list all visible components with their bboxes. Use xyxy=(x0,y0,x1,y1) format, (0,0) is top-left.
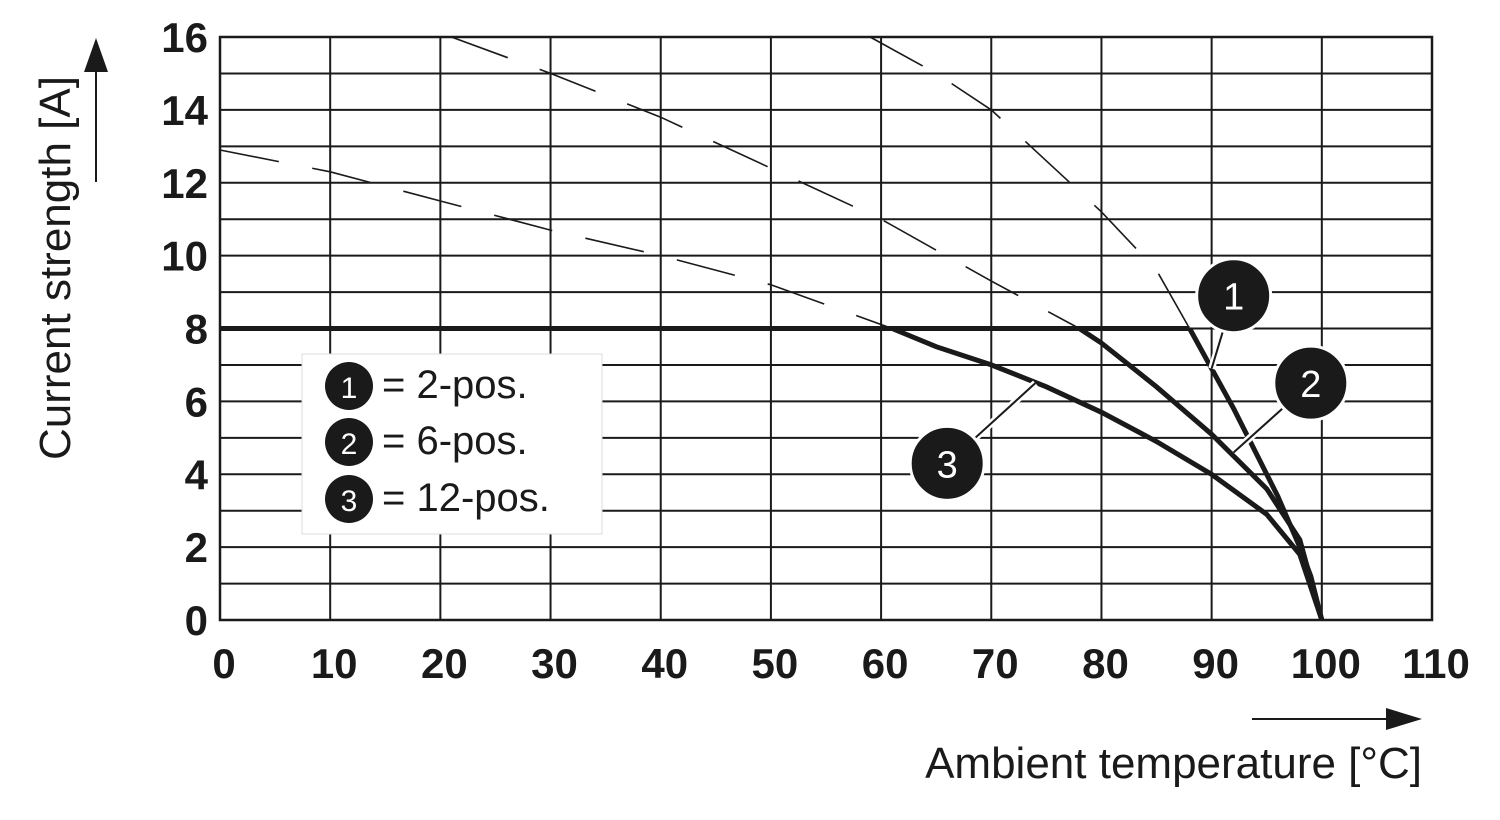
callout-3-circle-icon xyxy=(908,424,986,502)
curve-2-extrapolated xyxy=(451,36,1080,330)
y-tick-label: 6 xyxy=(185,378,208,425)
y-tick-label: 0 xyxy=(185,597,208,644)
y-axis-title-group: Current strength [A] xyxy=(31,38,108,460)
legend-marker-3-number: 3 xyxy=(341,485,358,518)
x-tick-label: 20 xyxy=(421,640,468,687)
y-tick-label: 2 xyxy=(185,524,208,571)
y-tick-label: 4 xyxy=(185,451,209,498)
x-tick-label: 50 xyxy=(752,640,799,687)
curve-3-extrapolated xyxy=(219,149,893,330)
legend-marker-2-icon xyxy=(325,418,373,466)
x-tick-label: 90 xyxy=(1192,640,1239,687)
x-tick-label: 80 xyxy=(1082,640,1129,687)
y-tick-label: 14 xyxy=(161,87,208,134)
callout-1-circle-icon xyxy=(1195,257,1273,335)
legend-marker-1-number: 1 xyxy=(341,372,358,405)
x-axis-title-group: Ambient temperature [°C] xyxy=(925,708,1422,788)
callout-2-number: 2 xyxy=(1300,364,1321,406)
legend-marker-2-number: 2 xyxy=(341,428,358,461)
x-tick-label: 60 xyxy=(862,640,909,687)
y-tick-label: 8 xyxy=(185,306,208,353)
x-axis-label: Ambient temperature [°C] xyxy=(925,739,1422,788)
x-tick-label: 30 xyxy=(531,640,578,687)
curve-2-derating xyxy=(1078,326,1325,621)
chart-curves xyxy=(219,36,1325,621)
x-tick-label: 0 xyxy=(212,640,235,687)
legend-label-1: = 2-pos. xyxy=(382,363,528,407)
y-axis-arrow-head xyxy=(84,38,108,72)
curve-3-derating xyxy=(891,326,1325,621)
curve-callouts: 1 2 3 xyxy=(908,257,1350,502)
y-tick-label: 16 xyxy=(161,14,208,61)
x-axis-arrow-head xyxy=(1386,708,1422,730)
y-axis-label: Current strength [A] xyxy=(31,76,80,460)
callout-1-number: 1 xyxy=(1223,277,1244,319)
legend-label-3: = 12-pos. xyxy=(382,476,550,520)
legend-label-2: = 6-pos. xyxy=(382,419,528,463)
x-tick-label: 40 xyxy=(641,640,688,687)
legend-marker-3-icon xyxy=(325,475,373,523)
legend: 1 = 2-pos. 2 = 6-pos. 3 = 12-pos. xyxy=(301,353,603,535)
y-tick-label: 10 xyxy=(161,233,208,280)
x-tick-label: 100 xyxy=(1291,640,1361,687)
legend-marker-1-icon xyxy=(325,362,373,410)
legend-entry-3: 3 = 12-pos. xyxy=(325,475,550,523)
x-tick-label: 110 xyxy=(1402,640,1470,687)
x-tick-label: 10 xyxy=(311,640,358,687)
legend-entry-1: 1 = 2-pos. xyxy=(325,362,528,410)
legend-entry-2: 2 = 6-pos. xyxy=(325,418,528,466)
y-tick-label: 12 xyxy=(161,160,208,207)
x-tick-label: 70 xyxy=(972,640,1019,687)
callout-2-circle-icon xyxy=(1272,344,1350,422)
callout-3-number: 3 xyxy=(937,444,958,486)
curve-1-extrapolated xyxy=(869,36,1191,329)
